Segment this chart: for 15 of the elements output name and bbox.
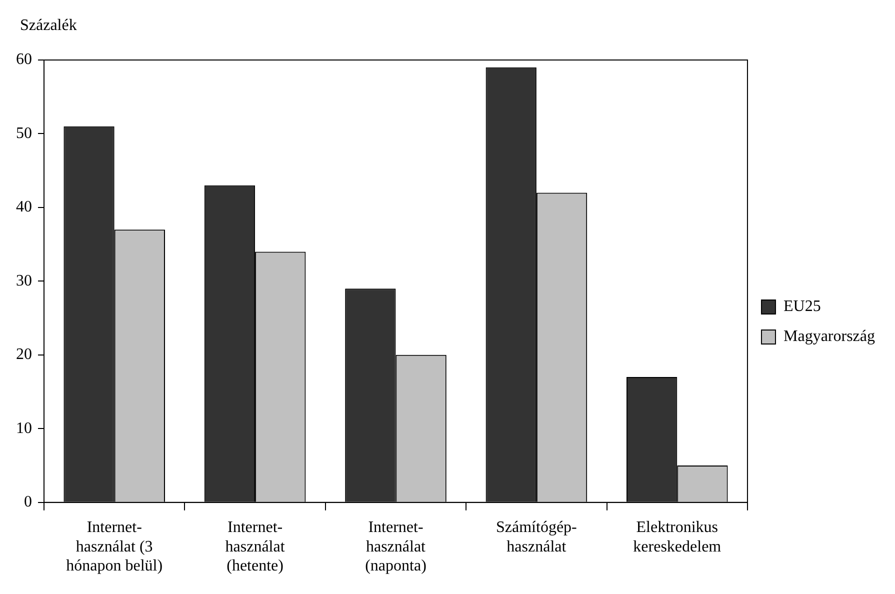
y-tick-label: 10: [16, 420, 32, 437]
x-tick-label: Számítógép-használat: [496, 519, 577, 556]
y-tick-label: 60: [16, 51, 32, 68]
y-tick-label: 20: [16, 346, 32, 364]
legend-label: EU25: [783, 298, 821, 316]
y-tick-label: 40: [16, 198, 32, 216]
x-tick-label: Internet-használat (3 hónapon belül): [66, 519, 163, 575]
y-tick-label: 50: [16, 124, 32, 142]
y-tick-label: 0: [24, 494, 32, 511]
x-tick-label: Internet-használat (naponta): [365, 519, 426, 575]
x-tick-label: Internet-használat (hetente): [225, 519, 286, 575]
y-tick-label: 30: [16, 272, 32, 290]
y-axis-title: Százalék: [20, 17, 77, 34]
legend-label: Magyarország: [783, 328, 875, 346]
x-tick-label: Elektronikus kereskedelem: [633, 519, 722, 556]
